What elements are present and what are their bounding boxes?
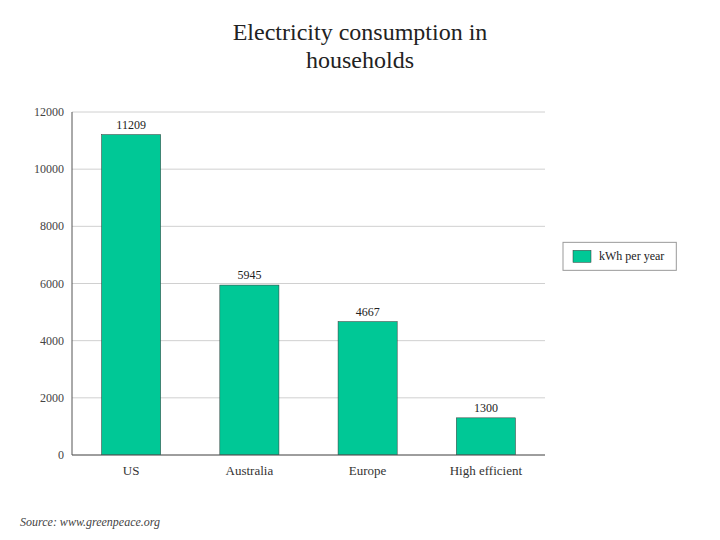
- data-label: 11209: [116, 118, 146, 132]
- y-tick-label: 2000: [40, 391, 64, 405]
- title: Electricity consumption inhouseholds: [233, 19, 488, 73]
- y-tick-label: 6000: [40, 277, 64, 291]
- y-tick-label: 8000: [40, 219, 64, 233]
- x-tick-label: US: [123, 463, 140, 478]
- legend-swatch: [573, 250, 591, 262]
- x-axis-line: [72, 455, 545, 456]
- grid-line: [72, 455, 545, 456]
- data-label: 1300: [474, 401, 498, 415]
- bar: [456, 418, 515, 455]
- bar: [338, 322, 397, 455]
- chart-container: Electricity consumption inhouseholds 0 200…: [0, 0, 720, 540]
- y-tick-label: 0: [58, 448, 64, 462]
- legend: kWh per year: [563, 242, 676, 270]
- x-tick-label: Australia: [226, 463, 274, 478]
- y-tick-label: 4000: [40, 334, 64, 348]
- title-line: Electricity consumption in: [233, 19, 488, 45]
- data-label: 5945: [237, 268, 261, 282]
- title-line: households: [306, 47, 414, 73]
- y-axis-line: [72, 112, 73, 455]
- source: Source: www.greenpeace.org: [20, 515, 160, 529]
- x-tick-label: Europe: [349, 463, 387, 478]
- legend-frame: [563, 242, 676, 270]
- y-tick-label: 12000: [34, 105, 64, 119]
- y-tick-label: 10000: [34, 162, 64, 176]
- x-tick-label: High efficient: [450, 463, 523, 478]
- grid-line: [72, 112, 545, 113]
- bar: [102, 135, 161, 455]
- chart-svg: Electricity consumption inhouseholds 0 200…: [0, 0, 720, 540]
- data-label: 4667: [356, 305, 380, 319]
- y-grid: [72, 112, 545, 455]
- bar: [220, 285, 279, 455]
- bars: [102, 135, 516, 455]
- legend-label: kWh per year: [599, 249, 664, 263]
